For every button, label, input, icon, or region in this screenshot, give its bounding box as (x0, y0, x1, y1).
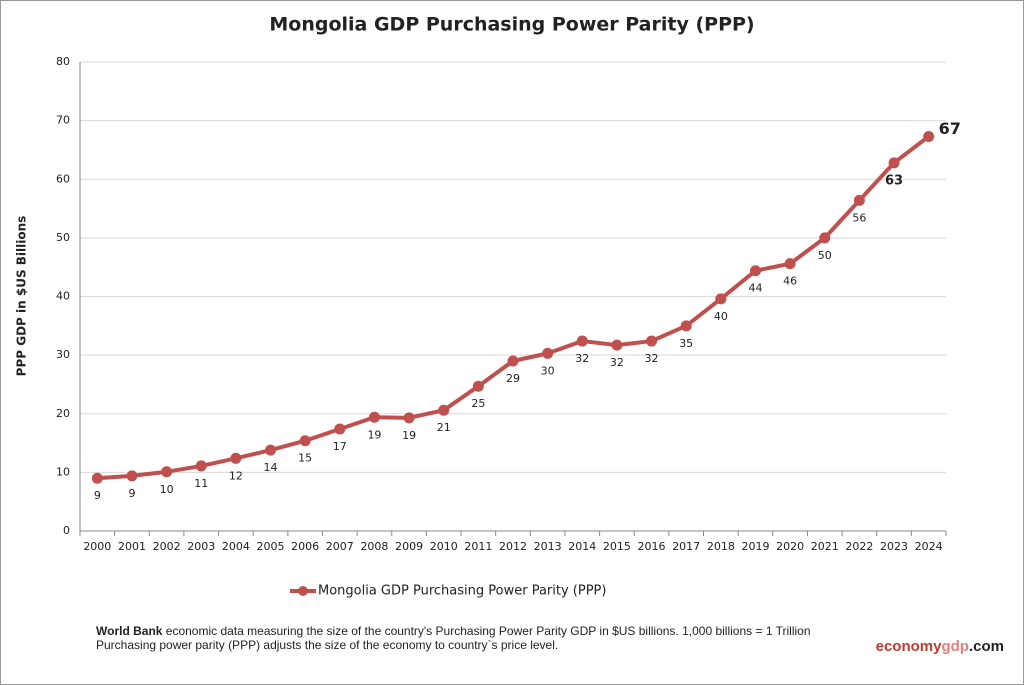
y-tick-label: 70 (56, 114, 70, 127)
data-label: 50 (818, 249, 832, 262)
data-label: 56 (852, 211, 866, 224)
footer-line: Purchasing power parity (PPP) adjusts th… (96, 638, 558, 652)
x-tick-label: 2004 (222, 540, 250, 553)
data-label: 17 (333, 440, 347, 453)
x-tick-label: 2009 (395, 540, 423, 553)
point (368, 411, 380, 423)
data-label: 9 (94, 489, 101, 502)
data-label: 19 (367, 428, 381, 441)
data-label: 40 (714, 310, 728, 323)
y-tick-label: 50 (56, 231, 70, 244)
x-tick-label: 2022 (845, 540, 873, 553)
data-label: 32 (645, 352, 659, 365)
point (680, 320, 692, 332)
point (265, 444, 277, 456)
x-tick-label: 2023 (880, 540, 908, 553)
point (576, 335, 588, 347)
x-tick-label: 2003 (187, 540, 215, 553)
data-label: 29 (506, 372, 520, 385)
brand-part: .com (969, 638, 1004, 655)
data-label: 35 (679, 337, 693, 350)
point (819, 232, 831, 244)
data-label: 10 (160, 483, 174, 496)
data-label: 21 (437, 421, 451, 434)
point (923, 130, 935, 142)
point (438, 404, 450, 416)
data-label: 67 (939, 119, 961, 138)
x-tick-label: 2012 (499, 540, 527, 553)
point (784, 258, 796, 270)
x-tick-label: 2021 (811, 540, 839, 553)
point (888, 157, 900, 169)
footer-note: World Bank economic data measuring the s… (96, 624, 811, 638)
legend-marker (298, 586, 308, 596)
x-tick-label: 2010 (430, 540, 458, 553)
data-label: 32 (575, 352, 589, 365)
brand-part: economy (876, 638, 943, 655)
point (334, 423, 346, 435)
point (853, 194, 865, 206)
point (715, 293, 727, 305)
chart-title: Mongolia GDP Purchasing Power Parity (PP… (269, 14, 754, 36)
point (126, 470, 138, 482)
y-tick-label: 10 (56, 465, 70, 478)
data-label: 11 (194, 477, 208, 490)
x-tick-label: 2015 (603, 540, 631, 553)
data-label: 44 (748, 282, 762, 295)
data-label: 12 (229, 469, 243, 482)
y-tick-label: 60 (56, 172, 70, 185)
x-tick-label: 2016 (638, 540, 666, 553)
data-label: 32 (610, 356, 624, 369)
point (299, 435, 311, 447)
x-tick-label: 2000 (83, 540, 111, 553)
point (195, 460, 207, 472)
point (749, 265, 761, 277)
data-label: 15 (298, 452, 312, 465)
data-label: 46 (783, 275, 797, 288)
y-axis-title: PPP GDP in $US Billions (15, 216, 29, 377)
y-tick-label: 20 (56, 407, 70, 420)
footer-line: economic data measuring the size of the … (162, 624, 810, 638)
x-tick-label: 2008 (360, 540, 388, 553)
point (542, 347, 554, 359)
y-tick-label: 40 (56, 290, 70, 303)
y-tick-label: 80 (56, 55, 70, 68)
brand: economygdp.com (876, 638, 1004, 655)
x-tick-label: 2019 (741, 540, 769, 553)
point (611, 339, 623, 351)
x-tick-label: 2018 (707, 540, 735, 553)
point (646, 335, 658, 347)
x-tick-label: 2020 (776, 540, 804, 553)
data-label: 63 (885, 173, 903, 188)
point (161, 466, 173, 478)
brand-part: gdp (941, 638, 969, 655)
data-label: 14 (264, 461, 278, 474)
legend-label: Mongolia GDP Purchasing Power Parity (PP… (318, 584, 606, 599)
data-label: 19 (402, 429, 416, 442)
x-tick-label: 2002 (153, 540, 181, 553)
x-tick-label: 2013 (534, 540, 562, 553)
x-tick-label: 2001 (118, 540, 146, 553)
x-tick-label: 2007 (326, 540, 354, 553)
y-tick-label: 30 (56, 348, 70, 361)
x-tick-label: 2024 (915, 540, 943, 553)
point (91, 472, 103, 484)
x-tick-label: 2011 (464, 540, 492, 553)
data-label: 9 (128, 487, 135, 500)
data-label: 25 (471, 397, 485, 410)
point (403, 412, 415, 424)
y-tick-label: 0 (63, 524, 70, 537)
x-tick-label: 2006 (291, 540, 319, 553)
x-tick-label: 2017 (672, 540, 700, 553)
point (507, 355, 519, 367)
x-tick-label: 2014 (568, 540, 596, 553)
footer-source: World Bank (96, 624, 163, 638)
data-label: 30 (541, 364, 555, 377)
point (472, 380, 484, 392)
x-tick-label: 2005 (257, 540, 285, 553)
point (230, 452, 242, 464)
